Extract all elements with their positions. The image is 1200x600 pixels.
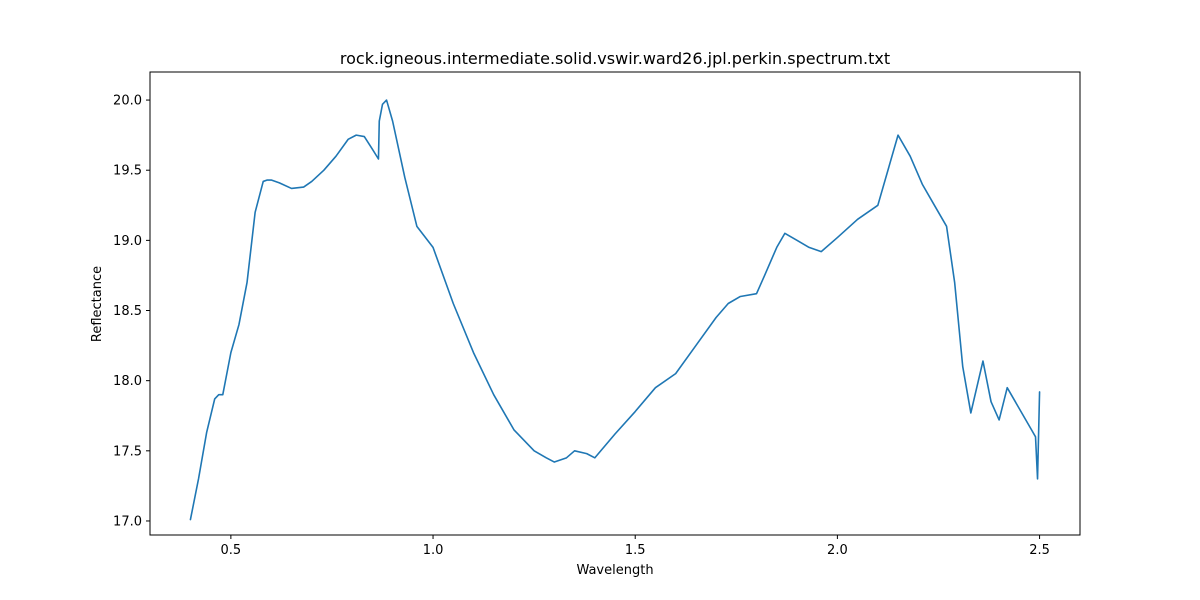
axes-frame	[149, 71, 1081, 536]
y-axis-label: Reflectance	[90, 266, 105, 342]
x-axis: 0.5 1.0 1.5 2.0 2.5	[221, 535, 1050, 558]
x-axis-label: Wavelength	[576, 563, 653, 578]
x-tick-label: 1.0	[423, 543, 444, 558]
x-tick-label: 2.5	[1029, 543, 1050, 558]
y-tick-label: 18.0	[113, 374, 142, 389]
y-tick-label: 17.0	[113, 514, 142, 529]
chart-title: rock.igneous.intermediate.solid.vswir.wa…	[340, 49, 890, 68]
y-tick-label: 18.5	[113, 304, 142, 319]
x-tick-label: 2.0	[827, 543, 848, 558]
y-tick-label: 19.0	[113, 234, 142, 249]
x-tick-label: 0.5	[221, 543, 242, 558]
reflectance-series-line	[189, 99, 1041, 521]
y-tick-label: 17.5	[113, 444, 142, 459]
y-tick-label: 20.0	[113, 94, 142, 109]
x-tick-label: 1.5	[625, 543, 646, 558]
plot-area: 0.5 1.0 1.5 2.0 2.5 17.0 17.5 18.0 18.5 19.0 19.5…	[113, 71, 1081, 558]
y-tick-label: 19.5	[113, 164, 142, 179]
y-axis: 17.0 17.5 18.0 18.5 19.0 19.5 20.0	[113, 94, 150, 529]
